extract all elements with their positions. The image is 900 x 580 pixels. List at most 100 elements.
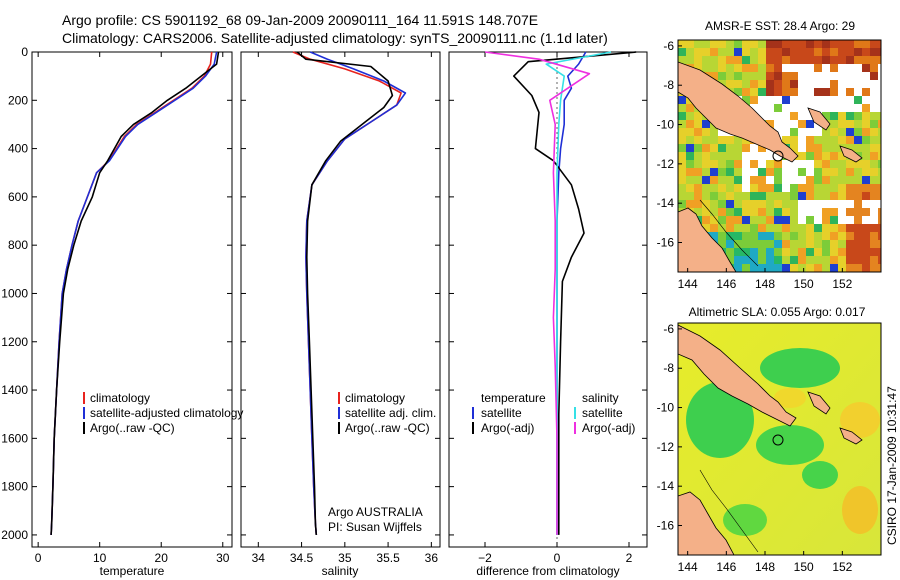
sst-cell <box>790 72 798 80</box>
sst-cell-nodata <box>774 152 782 160</box>
sst-cell <box>822 192 830 200</box>
sst-cell <box>822 184 830 192</box>
sst-cell-nodata <box>870 104 878 112</box>
sst-cell <box>678 48 686 56</box>
sst-cell <box>774 264 782 272</box>
sst-cell-nodata <box>830 200 838 208</box>
sst-cell <box>694 184 702 192</box>
y-tick-label: 1000 <box>1 286 28 300</box>
sst-cell <box>798 256 806 264</box>
sst-cell <box>766 216 774 224</box>
sst-cell-nodata <box>878 72 881 80</box>
sst-cell <box>726 56 734 64</box>
sst-cell <box>694 128 702 136</box>
sst-cell <box>774 256 782 264</box>
sst-cell <box>830 176 838 184</box>
sst-cell-nodata <box>814 96 822 104</box>
sst-cell <box>838 56 846 64</box>
sst-cell <box>838 112 846 120</box>
sst-cell <box>798 120 806 128</box>
sst-cell <box>870 224 878 232</box>
sst-cell <box>678 112 686 120</box>
sst-cell <box>742 208 750 216</box>
x-tick-label: 35 <box>338 551 352 565</box>
sst-cell-nodata <box>822 96 830 104</box>
sst-cell <box>790 80 798 88</box>
sla-blob <box>686 382 754 458</box>
sst-cell <box>806 232 814 240</box>
sst-cell <box>734 224 742 232</box>
sst-cell <box>678 40 686 48</box>
sst-cell <box>774 88 782 96</box>
sst-cell <box>734 256 742 264</box>
sst-cell-nodata <box>742 168 750 176</box>
legend-label: climatology <box>90 391 150 405</box>
sst-cell <box>862 240 870 248</box>
sst-cell <box>838 120 846 128</box>
sst-cell <box>790 128 798 136</box>
figure-title-line2: Climatology: CARS2006. Satellite-adjuste… <box>62 30 608 46</box>
sst-cell <box>862 248 870 256</box>
sst-cell <box>814 224 822 232</box>
sst-cell <box>742 232 750 240</box>
sst-cell <box>734 264 742 272</box>
sst-cell <box>710 40 718 48</box>
sst-cell <box>742 88 750 96</box>
sst-cell <box>878 256 881 264</box>
sst-cell <box>846 168 854 176</box>
sst-cell <box>734 240 742 248</box>
sst-cell <box>766 224 774 232</box>
sst-cell <box>870 232 878 240</box>
sst-cell <box>790 144 798 152</box>
sst-cell <box>686 56 694 64</box>
sst-cell <box>766 40 774 48</box>
sst-cell <box>838 48 846 56</box>
y-tick-label: 1400 <box>1 383 28 397</box>
sst-cell <box>726 192 734 200</box>
sst-cell-nodata <box>782 112 790 120</box>
y-tick-label: 400 <box>8 142 28 156</box>
sst-cell <box>694 192 702 200</box>
sst-cell-nodata <box>846 64 854 72</box>
sst-cell <box>710 56 718 64</box>
sst-cell-nodata <box>718 128 726 136</box>
sst-cell <box>750 48 758 56</box>
sst-cell <box>814 184 822 192</box>
sst-cell <box>798 240 806 248</box>
sst-cell <box>726 256 734 264</box>
sst-cell-nodata <box>838 64 846 72</box>
sst-cell <box>718 216 726 224</box>
sst-map-title: AMSR-E SST: 28.4 Argo: 29 <box>705 19 855 33</box>
sst-cell-nodata <box>766 152 774 160</box>
sst-cell <box>774 240 782 248</box>
sst-cell <box>702 40 710 48</box>
sst-cell <box>806 152 814 160</box>
sst-cell <box>798 168 806 176</box>
sst-cell <box>862 120 870 128</box>
island-outline <box>839 427 863 445</box>
sst-cell <box>870 144 878 152</box>
sst-cell <box>830 80 838 88</box>
sst-cell-nodata <box>782 176 790 184</box>
sst-cell <box>758 184 766 192</box>
sst-cell <box>766 72 774 80</box>
sst-cell <box>846 144 854 152</box>
sst-cell <box>806 176 814 184</box>
sst-cell <box>734 232 742 240</box>
map-y-tick-label: -14 <box>657 196 675 210</box>
sst-cell <box>830 208 838 216</box>
sst-cell <box>870 176 878 184</box>
sst-cell-nodata <box>798 96 806 104</box>
sst-cell <box>782 248 790 256</box>
sst-cell <box>862 176 870 184</box>
sst-cell <box>854 136 862 144</box>
sst-cell <box>854 96 862 104</box>
sst-cell <box>862 208 870 216</box>
sst-cell <box>726 152 734 160</box>
sst-cell-nodata <box>846 200 854 208</box>
sst-cell <box>862 192 870 200</box>
sst-cell <box>878 184 881 192</box>
sst-cell <box>870 152 878 160</box>
sst-cell-nodata <box>806 88 814 96</box>
sst-cell-nodata <box>790 176 798 184</box>
